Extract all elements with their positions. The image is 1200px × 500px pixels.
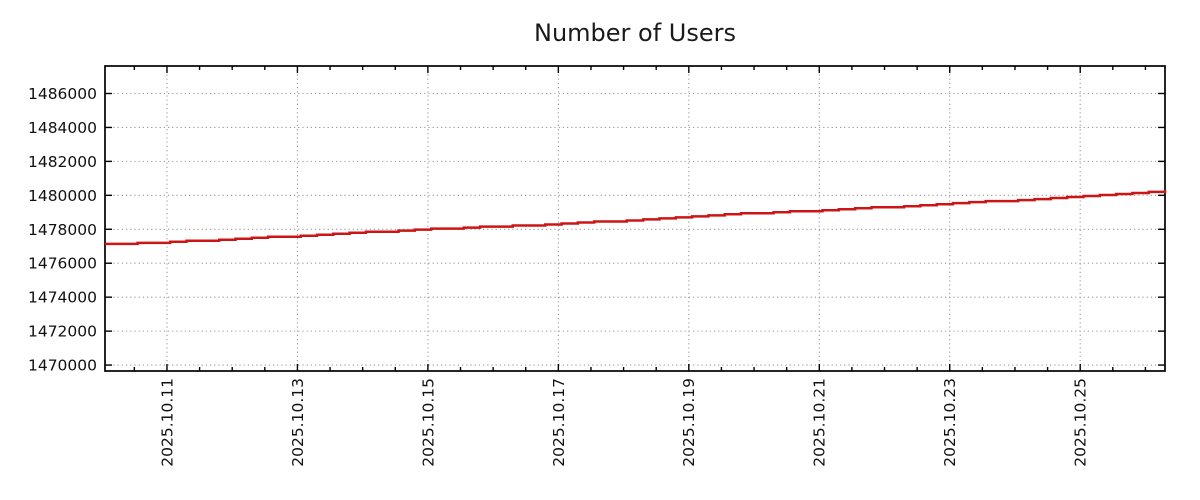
x-tick-label: 2025.10.13 xyxy=(289,378,307,467)
y-tick-label: 1470000 xyxy=(28,357,97,375)
plot-border xyxy=(104,65,1166,372)
x-tick-label: 2025.10.19 xyxy=(680,378,698,467)
y-tick-label: 1474000 xyxy=(28,289,97,307)
x-tick-label: 2025.10.21 xyxy=(811,378,829,467)
axis-layer xyxy=(104,65,1166,372)
y-tick-label: 1484000 xyxy=(28,119,97,137)
y-tick-label: 1476000 xyxy=(28,255,97,273)
x-tick-label: 2025.10.25 xyxy=(1072,378,1090,467)
grid-layer xyxy=(105,66,1165,371)
series-layer xyxy=(105,189,1167,246)
tick-label-layer: 1470000 1472000 1474000 1476000 1478000 14800… xyxy=(28,85,1090,467)
y-tick-label: 1478000 xyxy=(28,221,97,239)
x-tick-label: 2025.10.23 xyxy=(941,378,959,467)
y-tick-label: 1486000 xyxy=(28,85,97,103)
y-tick-label: 1472000 xyxy=(28,323,97,341)
y-tick-label: 1482000 xyxy=(28,153,97,171)
chart-title: Number of Users xyxy=(534,19,736,47)
y-tick-label: 1480000 xyxy=(28,187,97,205)
series-line-users xyxy=(105,189,1167,246)
x-tick-label: 2025.10.17 xyxy=(550,378,568,467)
x-tick-label: 2025.10.11 xyxy=(158,378,176,467)
x-tick-label: 2025.10.15 xyxy=(419,378,437,467)
